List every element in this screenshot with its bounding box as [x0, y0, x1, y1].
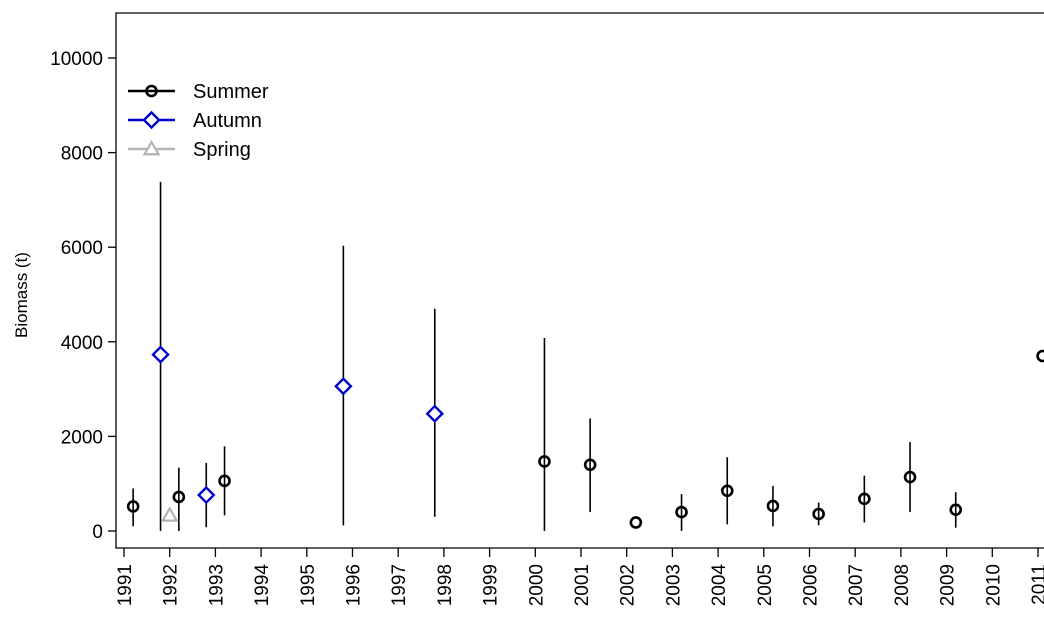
plot-area — [126, 181, 1044, 531]
x-tick-label-2006: 2006 — [801, 564, 822, 606]
legend-label-spring: Spring — [193, 139, 251, 161]
legend-marker-autumn — [142, 110, 161, 130]
autumn-point-0 — [151, 345, 170, 364]
plot-frame — [115, 12, 1044, 549]
y-axis-title: Biomass (t) — [12, 252, 31, 338]
x-tick-label-1993: 1993 — [206, 564, 227, 606]
autumn-point-2 — [334, 377, 353, 396]
summer-point-3 — [538, 455, 551, 468]
y-tick-label-4000: 4000 — [61, 333, 103, 354]
y-tick-label-2000: 2000 — [61, 427, 103, 448]
autumn-point-1 — [197, 485, 216, 505]
x-tick-label-1995: 1995 — [298, 564, 319, 606]
summer-point-7 — [720, 484, 734, 498]
summer-point-13 — [1036, 349, 1044, 363]
legend-marker-summer — [145, 84, 158, 98]
summer-point-6 — [675, 505, 688, 519]
x-tick-label-1998: 1998 — [435, 564, 456, 606]
summer-point-11 — [903, 470, 917, 484]
x-tick-label-2011: 2011 — [1029, 564, 1044, 605]
x-tick-label-1991: 1991 — [115, 564, 136, 606]
x-tick-label-2009: 2009 — [938, 564, 959, 606]
x-tick-label-2001: 2001 — [572, 564, 593, 606]
x-tick-label-1994: 1994 — [252, 564, 273, 607]
legend-label-autumn: Autumn — [193, 110, 262, 132]
summer-point-10 — [858, 492, 871, 506]
summer-point-0 — [126, 500, 140, 513]
axes: 0 2000 4000 6000 8000 10000 1991 1992 1993 1994 19… — [50, 12, 1044, 607]
x-tick-label-1992: 1992 — [161, 564, 182, 606]
x-tick-label-1997: 1997 — [389, 564, 410, 606]
summer-point-2 — [218, 474, 231, 488]
summer-point-9 — [812, 507, 825, 521]
x-tick-label-2003: 2003 — [663, 564, 684, 606]
spring-point-0 — [160, 506, 179, 522]
y-tick-label-0: 0 — [92, 522, 103, 543]
y-tick-label-6000: 6000 — [61, 238, 103, 259]
x-tick-label-1999: 1999 — [481, 564, 502, 606]
legend-marker-spring — [142, 139, 161, 156]
x-tick-label-2000: 2000 — [526, 564, 547, 606]
summer-point-4 — [583, 458, 597, 472]
autumn-point-3 — [425, 404, 444, 423]
x-tick-label-2010: 2010 — [983, 564, 1004, 606]
summer-point-5 — [629, 516, 643, 529]
x-tick-label-2008: 2008 — [892, 564, 913, 606]
x-tick-label-2002: 2002 — [618, 564, 639, 606]
legend-label-summer: Summer — [193, 81, 269, 103]
x-tick-label-2005: 2005 — [755, 564, 776, 606]
summer-point-1 — [172, 490, 186, 504]
summer-point-12 — [949, 503, 963, 517]
y-tick-label-8000: 8000 — [61, 144, 103, 165]
legend: Summer Autumn Spring — [128, 81, 269, 161]
x-tick-label-2007: 2007 — [846, 564, 867, 606]
summer-point-8 — [766, 499, 780, 513]
chart-marks — [126, 181, 1044, 531]
x-tick-label-2004: 2004 — [709, 564, 730, 607]
x-tick-label-1996: 1996 — [344, 564, 365, 606]
y-tick-label-10000: 10000 — [50, 49, 103, 70]
